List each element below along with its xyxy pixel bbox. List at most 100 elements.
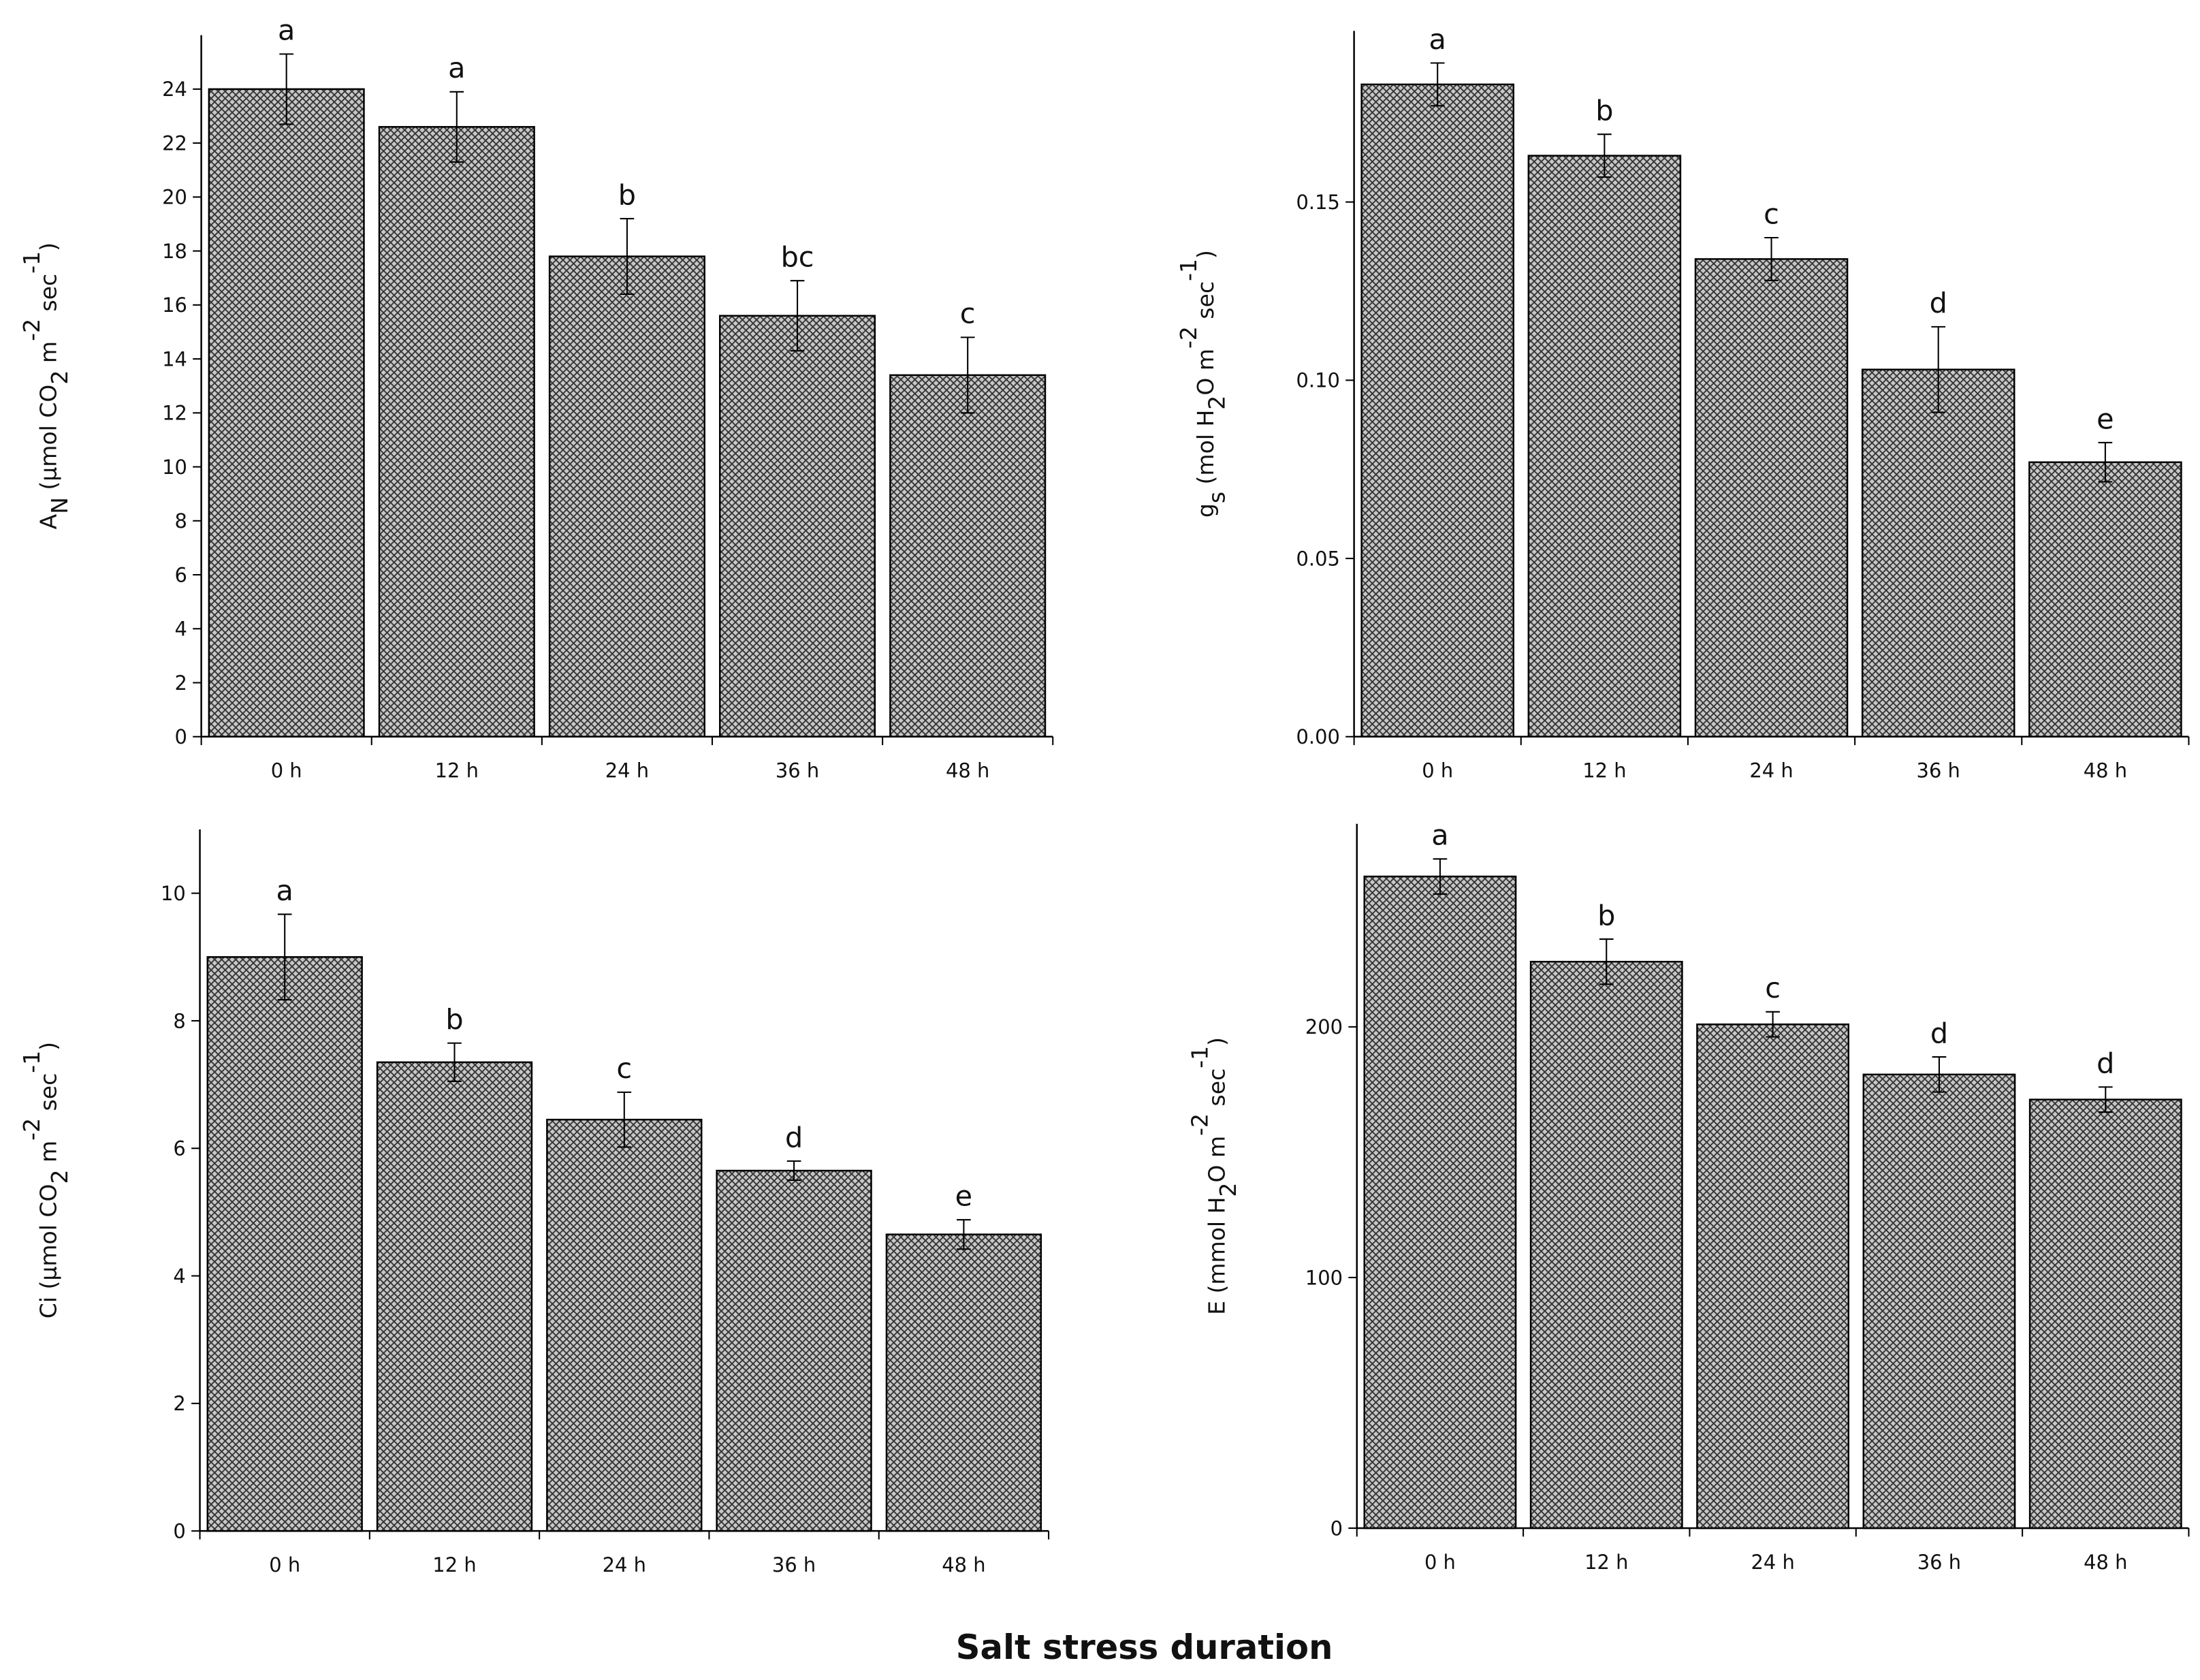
y-axis-title: AN (µmol CO2 m-2 sec-1) [18,242,73,529]
x-tick-label: 0 h [269,1553,300,1576]
y-axis-title-part: m [35,341,62,370]
x-tick-label: 24 h [603,1553,646,1576]
y-tick-label: 24 [162,78,187,101]
x-tick-label: 0 h [1424,1551,1456,1574]
y-tick-label: 14 [162,347,187,370]
significance-letter: d [785,1121,803,1154]
x-tick-label: 36 h [1917,1551,1961,1574]
y-axis-title-part: 2 [46,370,73,385]
y-axis-title-part: ) [35,1042,62,1051]
y-axis-title-part: sec [35,274,62,319]
significance-letter: a [1431,819,1448,852]
bar [206,956,363,1532]
x-axis-title: Salt stress duration [956,1628,1333,1667]
bar [1527,155,1682,738]
y-axis-title-part: ) [1203,1037,1230,1046]
bar [2028,1098,2182,1530]
y-axis-title-part: E (mmol H [1203,1197,1230,1315]
significance-letter: d [2097,1047,2114,1080]
significance-letter: c [960,298,976,330]
y-tick-label: 0.15 [1296,191,1340,214]
bar [2028,461,2182,738]
y-axis-title-part: (µmol CO [35,385,62,497]
bar [1861,368,2015,738]
x-tick-label: 12 h [435,759,479,782]
error-bar [2098,1086,2113,1113]
x-tick-label: 12 h [1582,759,1626,782]
y-tick-label: 16 [162,294,187,317]
y-axis-title-part: A [35,513,62,529]
x-tick-label: 12 h [1584,1551,1628,1574]
error-bar [277,913,292,1001]
y-tick-label: 0 [1330,1517,1343,1540]
y-axis-title-part: -2 [1175,326,1202,349]
error-bar [447,1042,462,1082]
significance-letter: b [1597,899,1615,932]
bar [1694,258,1849,738]
significance-letter: d [1930,287,1947,319]
x-tick-label: 0 h [1422,759,1453,782]
error-bar [960,336,975,414]
error-bar [790,280,805,352]
error-bar [1766,1011,1780,1038]
significance-letter: c [1765,972,1781,1004]
error-bar [1597,133,1612,178]
error-bar [1433,858,1448,895]
significance-letter: b [445,1003,463,1036]
y-tick-label: 4 [173,1265,185,1288]
y-tick-label: 8 [175,509,187,533]
y-tick-label: 6 [175,563,187,586]
bar [378,126,535,738]
y-axis-title-part: sec [35,1073,62,1118]
bar [208,88,365,738]
error-bar [1599,938,1614,985]
y-axis-title-part: sec [1203,1068,1230,1113]
bar [716,1169,872,1532]
y-axis-title: E (mmol H2O m-2 sec-1) [1187,1037,1241,1315]
y-tick-label: 18 [162,240,187,263]
y-axis-title-part: sec [1192,281,1219,326]
x-tick-label: 24 h [1751,1551,1794,1574]
error-bar [617,1091,632,1148]
significance-letter: b [618,178,636,211]
bar [889,374,1047,738]
y-tick-label: 8 [173,1009,185,1032]
y-tick-label: 2 [175,671,187,695]
y-tick-label: 0 [173,1520,185,1543]
significance-letter: a [276,874,293,907]
bar [548,255,705,738]
y-axis-title-part: -2 [1187,1113,1213,1136]
significance-letter: e [955,1180,972,1213]
bar [719,315,876,738]
y-axis-title-part: -2 [18,319,45,341]
y-axis-title-part: -1 [18,1051,45,1073]
error-bar [786,1160,801,1182]
x-tick-label: 0 h [271,759,302,782]
x-tick-label: 36 h [772,1553,816,1576]
y-tick-label: 2 [173,1392,185,1415]
bar [1363,875,1517,1530]
x-tick-label: 12 h [432,1553,476,1576]
significance-letter: d [1930,1017,1948,1049]
y-axis-title-part: 2 [1215,1183,1241,1197]
y-tick-label: 0.10 [1296,369,1340,392]
x-tick-label: 48 h [2084,1551,2127,1574]
y-tick-label: 12 [162,402,187,425]
y-axis-title-part: g [1192,503,1219,518]
error-bar [2098,441,2113,483]
y-axis-title-part: m [35,1141,62,1170]
x-tick-label: 36 h [1917,759,1960,782]
bar [1862,1073,2016,1530]
y-tick-label: 22 [162,131,187,155]
y-tick-label: 100 [1305,1266,1343,1289]
error-bar [620,218,635,296]
y-tick-label: 20 [162,186,187,209]
significance-letter: c [1764,197,1779,230]
y-tick-label: 10 [162,456,187,479]
error-bar [1931,326,1946,413]
error-bar [1764,236,1779,281]
y-tick-label: 200 [1305,1015,1343,1039]
y-tick-label: 0 [175,725,187,748]
